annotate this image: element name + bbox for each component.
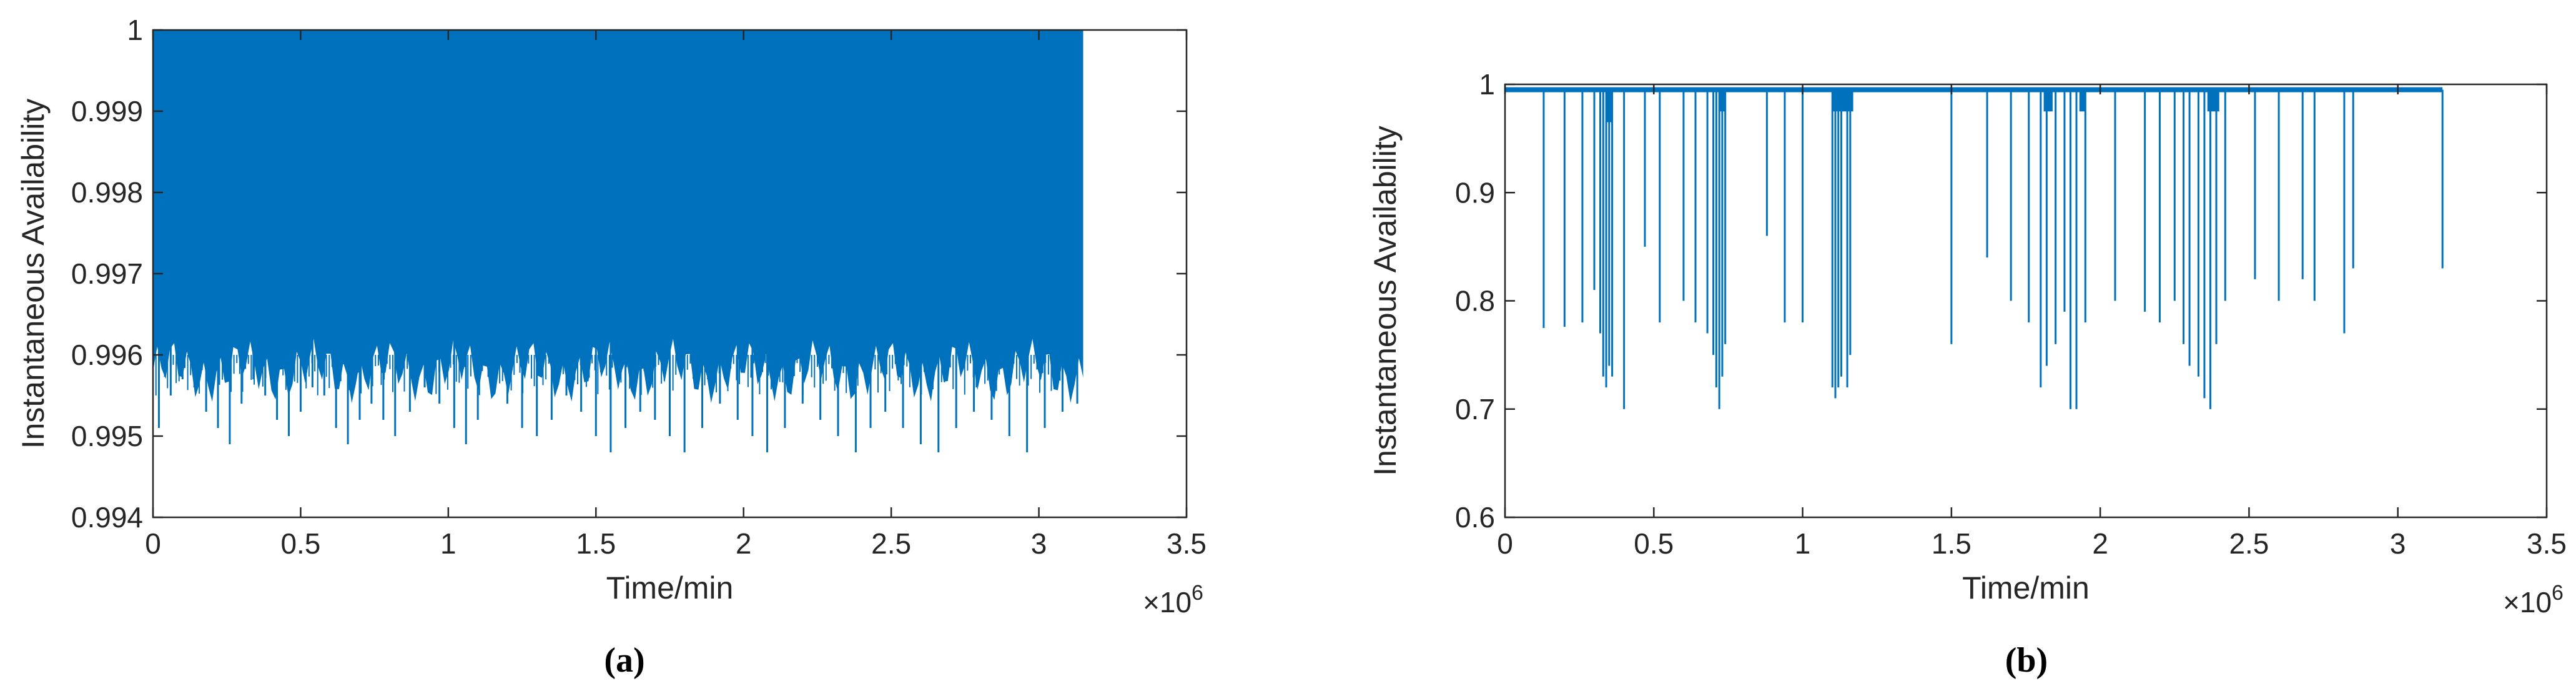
x-axis-label: Time/min (1962, 570, 2090, 605)
x-tick-label: 3 (1031, 527, 1047, 560)
y-tick-label: 0.6 (1455, 501, 1495, 534)
panel-caption: (b) (2005, 641, 2048, 680)
chart-panel-b: 0 0.5 1 1.5 2 2.5 3 3.5 0.6 0.7 0.8 0.9 1 Time/min ×10… (1368, 68, 2567, 680)
y-tick-label: 0.996 (71, 339, 143, 371)
x-tick-label: 3.5 (1167, 527, 1207, 560)
series-line (153, 30, 1083, 452)
series-line (1505, 87, 2444, 409)
x-tick-label: 0 (1497, 527, 1513, 560)
x-exponent-power: 6 (1192, 581, 1203, 605)
y-tick-label: 1 (1479, 68, 1495, 101)
x-tick-label: 0 (145, 527, 161, 560)
y-tick-label: 0.995 (71, 420, 143, 452)
y-tick-label: 0.997 (71, 257, 143, 290)
x-tick-label: 2.5 (871, 527, 911, 560)
y-axis-label: Instantaneous Availability (1368, 126, 1403, 476)
panel-caption: (a) (604, 641, 644, 680)
y-tick-label: 1 (127, 14, 143, 46)
x-axis-label: Time/min (606, 570, 734, 605)
x-tick-label: 0.5 (280, 527, 320, 560)
series-band (153, 30, 1083, 314)
y-tick-label: 0.8 (1455, 285, 1495, 317)
x-tick-label: 2.5 (2229, 527, 2269, 560)
y-tick-label: 0.7 (1455, 393, 1495, 425)
y-tick-label: 0.994 (71, 501, 143, 534)
series-plateau (2043, 89, 2053, 112)
x-tick-label: 1.5 (1932, 527, 1971, 560)
x-exponent-label: ×106 (1143, 581, 1203, 619)
chart-panel-a: 0 0.5 1 1.5 2 2.5 3 3.5 0.994 0.995 0.996 0.997 0.99… (16, 14, 1207, 680)
x-tick-label: 2 (2092, 527, 2108, 560)
x-tick-label: 0.5 (1634, 527, 1674, 560)
y-tick-label: 0.9 (1455, 176, 1495, 209)
x-tick-label: 2 (736, 527, 752, 560)
x-tick-label: 1.5 (576, 527, 616, 560)
series-plateau (2079, 89, 2086, 112)
y-axis-label: Instantaneous Availability (16, 99, 51, 449)
y-tick-label: 0.998 (71, 176, 143, 209)
plot-area (1505, 84, 2547, 517)
x-tick-label: 3.5 (2527, 527, 2567, 560)
x-exponent-power: 6 (2552, 581, 2564, 605)
x-tick-label: 1 (1795, 527, 1811, 560)
y-tick-label: 0.999 (71, 95, 143, 127)
x-tick-label: 1 (440, 527, 456, 560)
x-exponent-label: ×106 (2503, 581, 2564, 619)
x-tick-label: 3 (2390, 527, 2406, 560)
series-plateau (2207, 89, 2219, 112)
